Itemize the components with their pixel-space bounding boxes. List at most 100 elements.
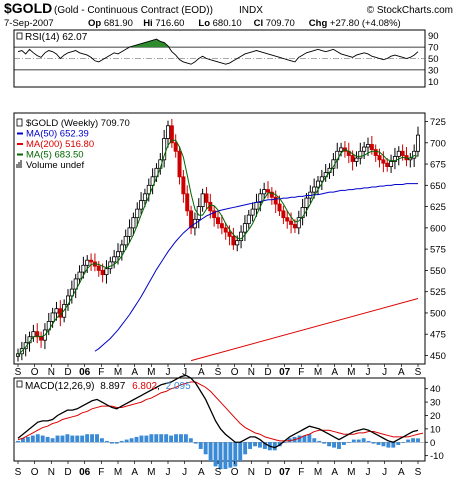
macd-hist-bar: [366, 440, 371, 443]
month-label: M: [347, 367, 355, 378]
price-bar-body: [365, 144, 370, 148]
macd-hist-bar: [376, 442, 381, 445]
month-label: 06: [79, 467, 91, 478]
price-bar-body: [385, 162, 390, 168]
price-bar-body: [239, 231, 244, 242]
quote-key: Cl: [254, 18, 266, 29]
macd-hist-bar: [391, 442, 396, 448]
price-bar-body: [412, 150, 417, 159]
macd-hist-bar: [258, 442, 262, 448]
macd-hist-bar: [272, 442, 277, 451]
macd-hist-bar: [75, 435, 80, 443]
macd-hist-bar: [322, 442, 327, 444]
macd-hist-bar: [104, 440, 109, 443]
month-label: F: [298, 367, 304, 378]
month-label: M: [114, 467, 122, 478]
month-label: M: [347, 467, 355, 478]
month-label: M: [314, 367, 322, 378]
month-label: A: [331, 367, 338, 378]
quote-cl: Cl 709.70: [254, 18, 295, 29]
price-tick-label: 450: [430, 351, 446, 362]
macd-hist-bar: [213, 442, 218, 467]
legend-entry: MA(50) 652.39: [26, 129, 89, 140]
macd-hist-bar: [218, 442, 223, 470]
price-bar-body: [373, 149, 378, 156]
chart-exchange: INDX: [239, 5, 263, 16]
month-label: M: [314, 467, 322, 478]
price-bar-body: [85, 259, 90, 266]
price-bar-body: [69, 288, 74, 297]
month-label: O: [31, 367, 39, 378]
month-label: O: [231, 467, 239, 478]
macd-hist-bar: [174, 434, 178, 443]
month-label: J: [366, 367, 371, 378]
month-label: D: [264, 367, 271, 378]
macd-hist-bar: [253, 442, 257, 447]
macd-hist-bar: [60, 435, 65, 443]
month-label: A: [398, 467, 405, 478]
macd-hist-bar: [99, 438, 104, 443]
price-bar-body: [350, 155, 355, 162]
price-bar-body: [77, 271, 82, 280]
macd-hist-bar: [80, 435, 85, 443]
month-label: S: [415, 367, 422, 378]
price-bar-body: [250, 208, 255, 216]
month-label: S: [415, 467, 422, 478]
month-label: S: [215, 467, 222, 478]
quote-date: 7-Sep-2007: [4, 18, 54, 29]
month-label: O: [31, 467, 39, 478]
macd-label-prefix: MACD(12,26,9): [25, 381, 94, 392]
macd-hist-bar: [45, 436, 50, 443]
legend-entry: MA(5) 683.50: [26, 150, 84, 161]
price-bar-body: [315, 180, 320, 188]
price-bar-body: [319, 176, 324, 182]
price-bar-body: [362, 146, 367, 152]
month-label: 06: [79, 367, 91, 378]
macd-hist-bar: [70, 435, 75, 443]
month-label: M: [147, 467, 155, 478]
rsi-overbought-fill: [129, 39, 172, 48]
price-bar-body: [246, 214, 251, 225]
month-label: N: [48, 367, 55, 378]
price-bar-body: [339, 147, 344, 152]
price-bar-body: [415, 134, 420, 152]
macd-hist-bar: [129, 438, 134, 443]
month-label: M: [114, 367, 122, 378]
price-bar-body: [204, 193, 209, 203]
ma-line-ma5: [17, 139, 419, 356]
macd-hist-bar: [40, 435, 45, 443]
macd-tick-label: 0: [430, 438, 435, 449]
macd-hist-bar: [154, 434, 159, 443]
month-label: A: [198, 467, 205, 478]
month-label: S: [15, 467, 22, 478]
macd-hist-bar: [30, 435, 35, 443]
macd-hist-bar: [139, 435, 144, 443]
quote-value: 680.10: [213, 18, 242, 29]
price-bar-body: [146, 184, 151, 195]
macd-hist-bar: [169, 435, 174, 443]
month-label: F: [98, 367, 104, 378]
price-bar-body: [189, 210, 194, 229]
macd-hist-bar: [312, 438, 317, 443]
rsi-tick-label: 90: [428, 31, 439, 42]
macd-hist-bar: [20, 438, 25, 443]
macd-hist-bar: [297, 435, 302, 443]
macd-hist-bar: [149, 434, 154, 443]
macd-hist-bar: [198, 442, 203, 449]
price-bar-body: [116, 251, 121, 258]
macd-hist-bar: [287, 438, 292, 443]
macd-hist-bar: [228, 442, 233, 468]
price-bar-body: [50, 312, 55, 322]
price-bar-body: [219, 223, 224, 229]
price-bar-body: [381, 159, 386, 164]
macd-hist-bar: [35, 434, 40, 443]
month-label: F: [298, 467, 304, 478]
rsi-label: RSI(14) 62.07: [25, 32, 88, 43]
macd-hist-bar: [90, 434, 95, 443]
price-bar-body: [139, 200, 144, 210]
macd-hist-bar: [371, 442, 376, 444]
quote-value: 709.70: [266, 18, 295, 29]
price-tick-label: 475: [430, 330, 446, 341]
price-bar-body: [162, 138, 167, 161]
